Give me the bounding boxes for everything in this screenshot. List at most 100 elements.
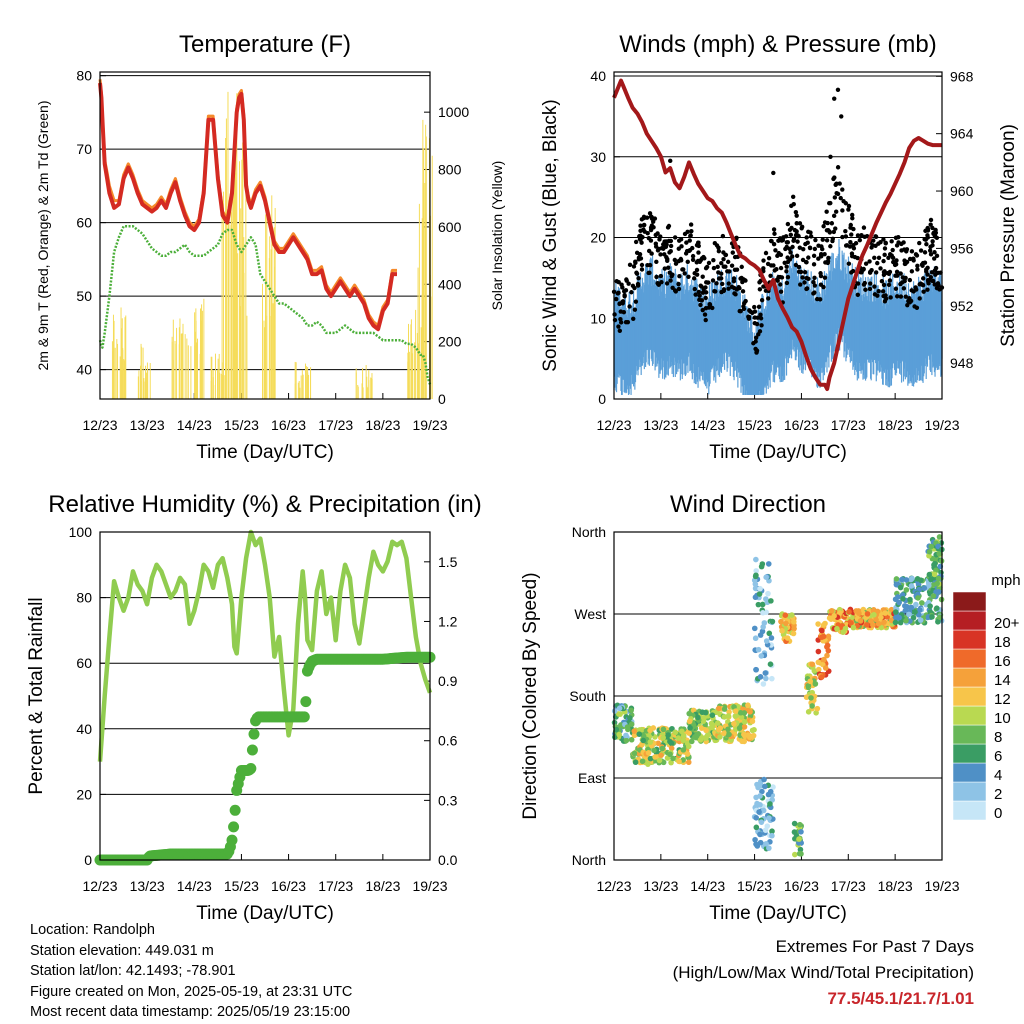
gust-point [741,306,747,312]
direction-point [873,616,879,623]
colorbar-label: mph [991,572,1020,589]
gust-point [784,269,789,274]
y-axis-label: Direction (Colored By Speed) [520,572,541,819]
direction-point [716,705,722,712]
gust-point [909,249,915,254]
direction-point [760,681,767,687]
gust-point [697,259,703,264]
x-tick-label: 15/23 [737,878,772,894]
x-tick-label: 13/23 [130,417,165,433]
gust-point [883,241,888,246]
direction-point [934,605,940,612]
direction-point [695,714,701,721]
gust-point [620,299,625,305]
plot-border [99,531,431,861]
gust-point [849,232,854,237]
direction-point [853,608,859,614]
gust-point [616,324,621,329]
x-tick-label: 14/23 [177,878,212,894]
y-right-tick-label: 964 [950,126,974,142]
direction-point [680,737,687,744]
gust-point [732,267,738,273]
direction-series [611,534,945,858]
colorbar-swatch [952,629,987,650]
colorbar-swatch [952,781,987,802]
gust-point [922,260,928,265]
gust-point [907,256,913,262]
colorbar-swatch [952,667,987,688]
gust-point [703,317,708,323]
direction-point [921,585,928,591]
colorbar-swatch [952,705,987,726]
direction-point [660,735,666,741]
direction-point [822,620,828,627]
gust-point [627,304,632,309]
gust-point [830,238,835,244]
gust-point [909,269,915,274]
gust-point [771,227,777,232]
direction-point [753,568,760,574]
gust-point [632,285,637,291]
gust-point [673,261,679,266]
gust-point [682,271,687,276]
x-axis-label: Time (Day/UTC) [196,903,334,924]
gust-point [920,263,925,268]
gust-point [700,307,705,313]
gust-point [873,270,879,275]
gust-point [893,286,899,291]
gust-point [797,245,803,250]
gust-point [859,233,864,238]
gust-point [812,275,817,281]
direction-point [770,784,776,790]
direction-point [665,732,671,738]
extremes-values: 77.5/45.1/21.7/1.01 [827,989,974,1008]
direction-point [699,709,706,716]
gust-point [881,269,887,275]
gust-point [868,281,873,286]
gust-point [725,269,730,274]
direction-point [685,743,692,750]
gust-point [659,245,665,251]
gust-point [848,239,853,245]
gust-point [614,296,619,302]
direction-point [725,726,731,733]
colorbar-tick-label: 20+ [994,615,1020,632]
direction-point [805,682,812,689]
gust-point [712,241,718,246]
x-tick-label: 13/23 [643,878,678,894]
gust-point [835,191,841,197]
direction-point [638,726,645,733]
gust-point [869,245,874,250]
colorbar: mph 0 2 4 6 8 10 12 14 16 18 20+ [952,572,1021,822]
gust-point [846,207,851,212]
x-tick-label: 17/23 [318,878,353,894]
gust-point [687,238,692,243]
gust-point [924,241,929,247]
gust-point [706,260,712,266]
gust-point [726,281,731,286]
gust-point [832,195,838,200]
chart-title: Winds (mph) & Pressure (mb) [619,31,936,58]
gust-point [623,288,629,293]
gust-point [913,285,918,290]
gust-point [629,290,634,295]
direction-point [919,600,925,606]
direction-point [736,725,743,731]
gust-point [746,314,751,319]
direction-point [755,601,762,608]
gust-point [648,225,654,230]
gust-point [732,291,737,296]
latlon-text: Station lat/lon: 42.1493; -78.901 [30,963,236,979]
gust-point [855,292,861,297]
chart-title: Wind Direction [670,491,826,518]
direction-point [815,621,821,627]
gust-point [837,181,842,186]
gust-point [768,238,774,244]
colorbar-tick-label: 12 [994,691,1011,708]
precip-point [245,763,257,775]
gust-point [778,282,783,287]
gust-point [618,320,624,325]
gust-point [861,225,867,230]
direction-point [745,702,751,709]
gust-point [646,270,651,276]
